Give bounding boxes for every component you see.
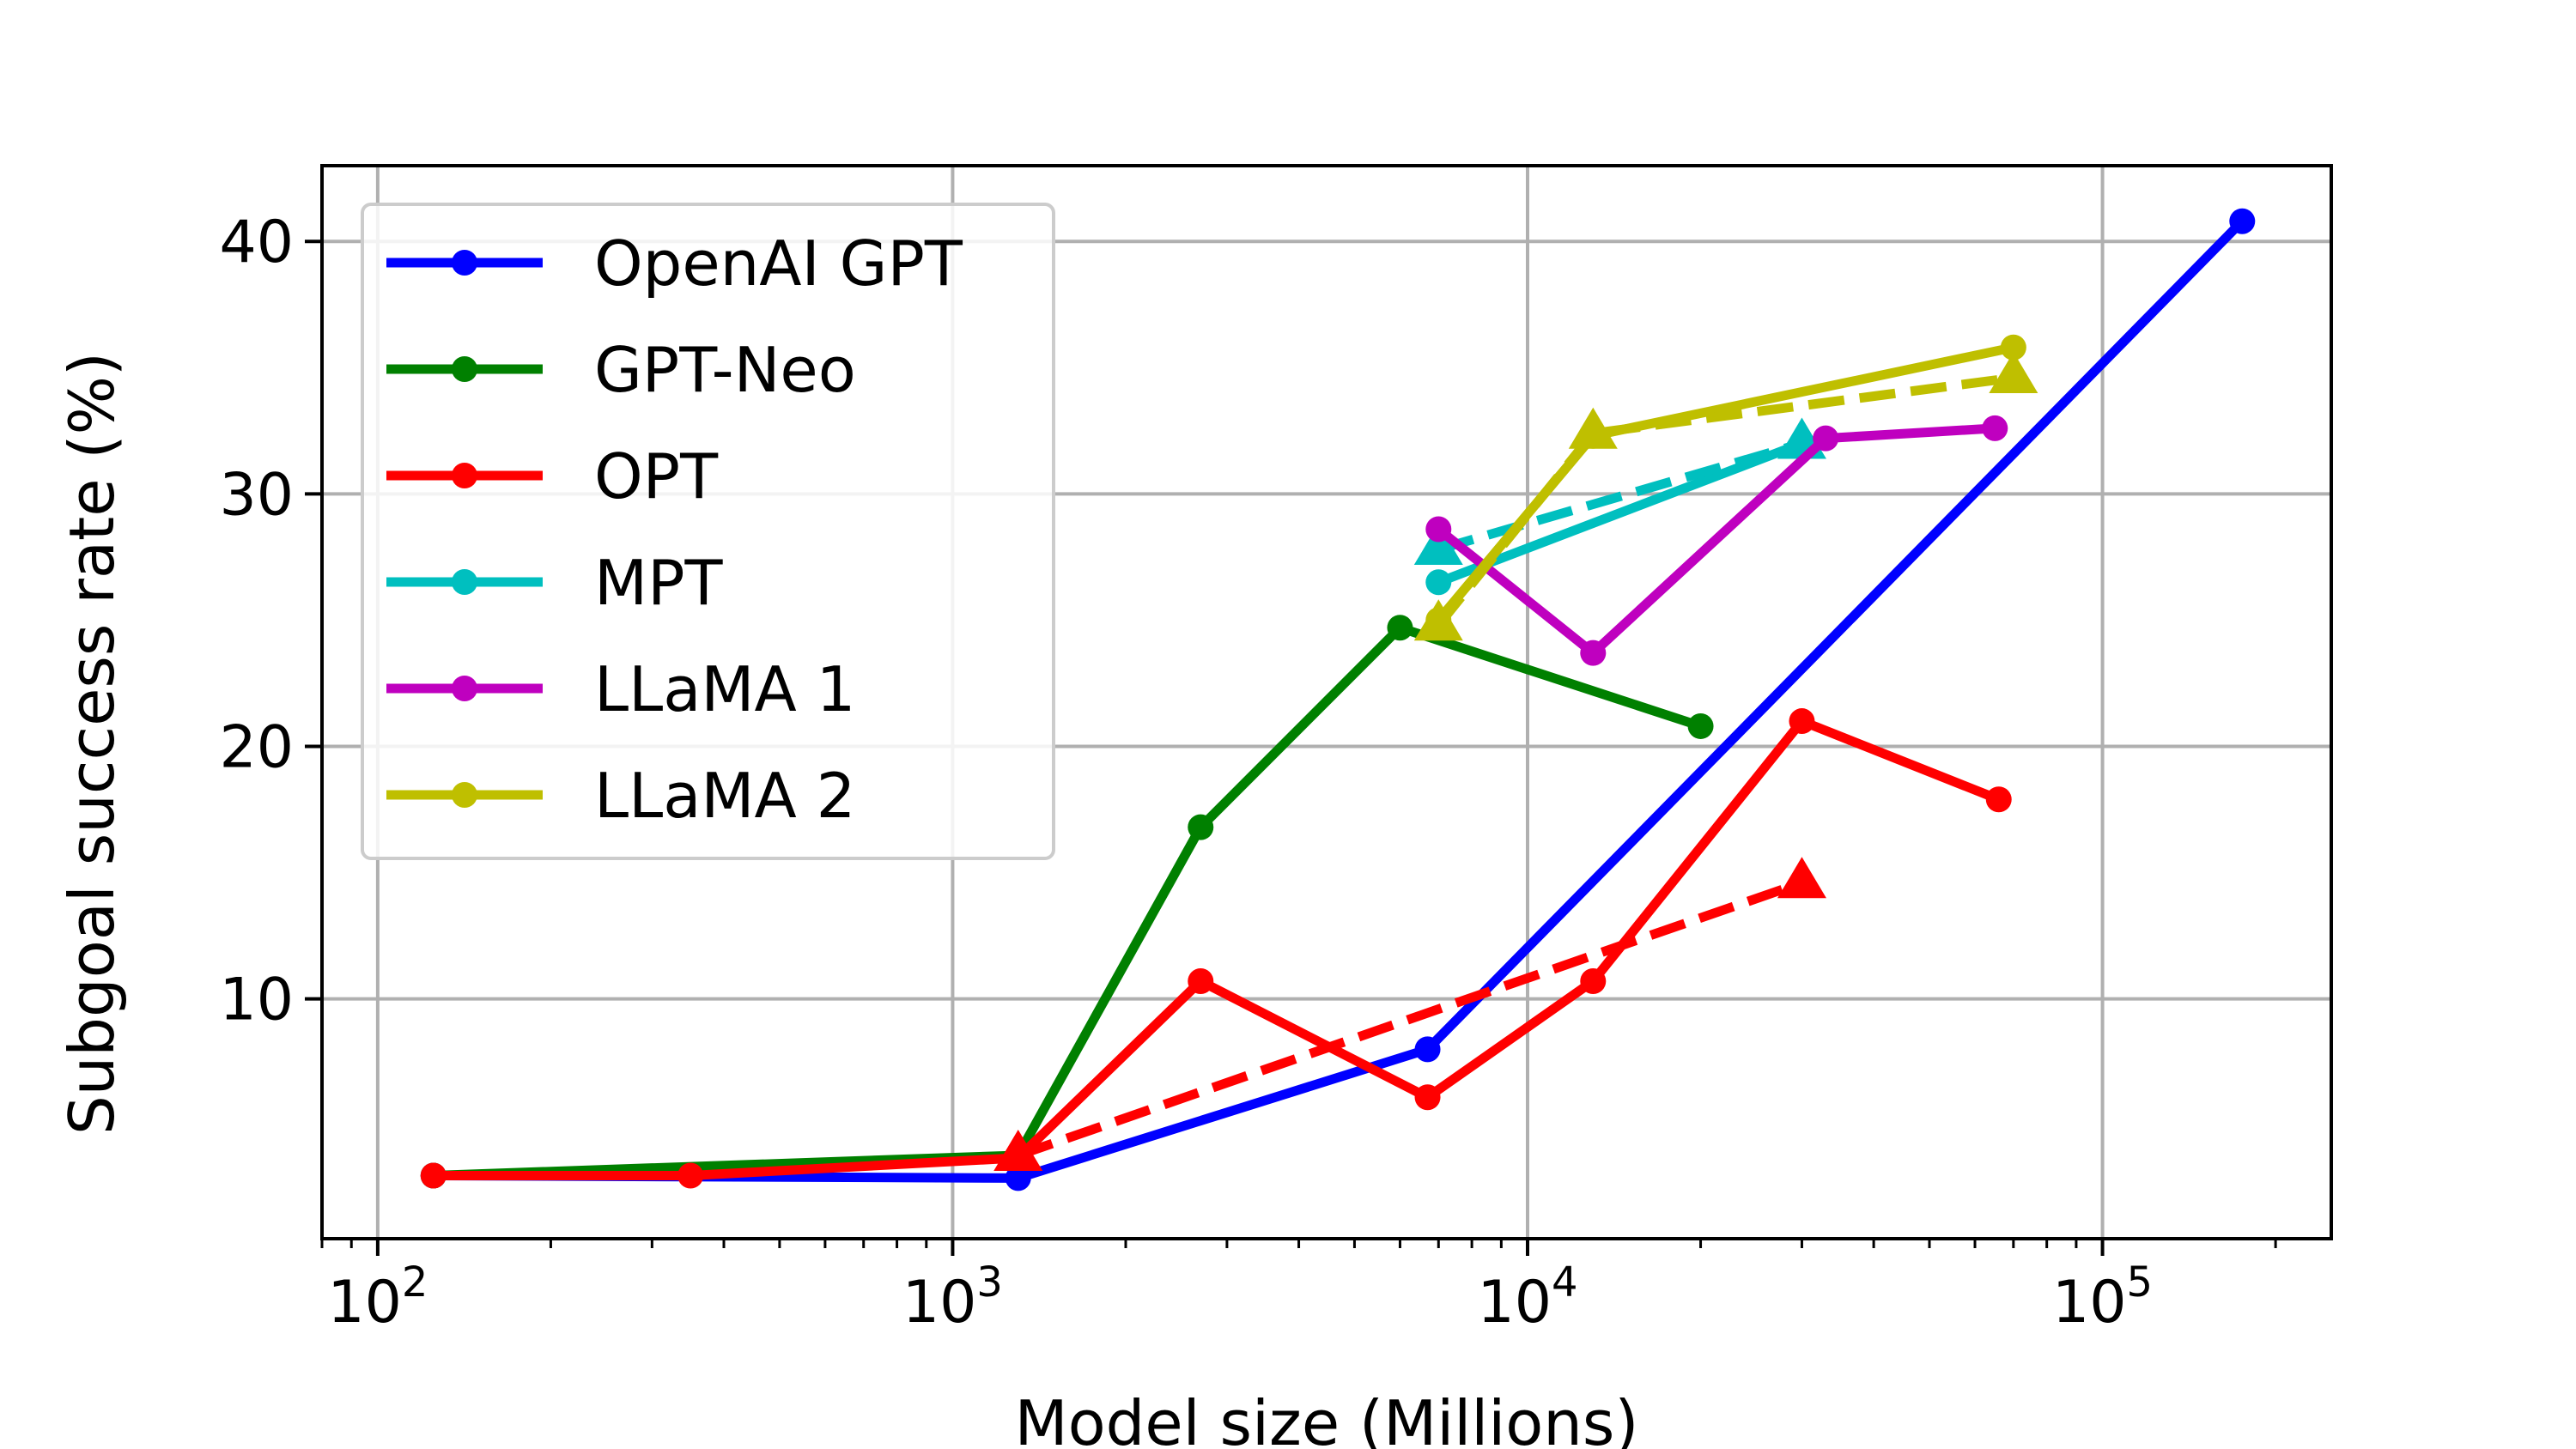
legend-swatch-marker <box>452 676 477 701</box>
data-point <box>1580 640 1607 666</box>
series-line <box>1437 439 1804 587</box>
x-tick-label: 103 <box>902 1258 1003 1337</box>
y-tick-label: 40 <box>219 209 294 276</box>
legend-label: LLaMA 1 <box>594 653 855 725</box>
data-point <box>677 1162 704 1189</box>
data-point <box>1985 786 2012 813</box>
series-llama-2-dashed <box>1413 352 2038 641</box>
data-point-triangle <box>1989 352 2038 394</box>
x-tick-label-exponent: 2 <box>402 1258 428 1307</box>
legend-item: MPT <box>386 547 724 619</box>
data-point <box>2229 208 2256 234</box>
data-point <box>1188 968 1214 994</box>
x-tick-label: 102 <box>327 1258 428 1337</box>
x-tick-label: 105 <box>2052 1258 2153 1337</box>
legend-swatch-marker <box>452 356 477 382</box>
series-opt-dashed <box>993 857 1826 1171</box>
legend-label: GPT-Neo <box>594 334 856 406</box>
legend-item: OpenAI GPT <box>386 227 963 300</box>
legend-swatch-marker <box>452 569 477 595</box>
data-point-triangle <box>993 1129 1043 1171</box>
legend-label: LLaMA 2 <box>594 760 855 832</box>
data-point <box>1414 1084 1441 1111</box>
legend-label: OpenAI GPT <box>594 227 963 300</box>
x-tick-label-exponent: 5 <box>2127 1258 2154 1307</box>
y-axis-label: Subgoal success rate (%) <box>56 352 128 1135</box>
y-tick-label: 20 <box>219 713 294 781</box>
data-point <box>1414 1036 1441 1063</box>
data-point <box>2000 334 2026 361</box>
legend-item: LLaMA 2 <box>386 760 855 832</box>
legend-label: MPT <box>594 547 724 619</box>
y-tick-label: 30 <box>219 461 294 529</box>
series-line <box>1435 423 1996 658</box>
plot-frame <box>320 164 2333 1240</box>
data-point-triangle <box>1777 857 1826 899</box>
data-point <box>1982 415 2008 441</box>
data-point-triangle <box>1413 599 1463 641</box>
legend-swatch-marker <box>452 463 477 488</box>
legend-swatch-marker <box>452 250 477 276</box>
x-tick-label-exponent: 3 <box>976 1258 1003 1307</box>
legend: OpenAI GPT GPT-Neo OPT MPT LLaMA 1 LLaMA 2 <box>361 203 1055 860</box>
data-point <box>1789 708 1815 735</box>
series-layer <box>420 208 2256 1191</box>
legend-item: OPT <box>386 440 719 512</box>
data-point <box>1387 615 1413 641</box>
legend-item: GPT-Neo <box>386 334 856 406</box>
axis-ticks <box>305 239 2277 1256</box>
series-line <box>1435 373 2014 628</box>
legend-item: LLaMA 1 <box>386 653 855 725</box>
data-point <box>420 1162 447 1189</box>
x-tick-label: 104 <box>1477 1258 1577 1337</box>
legend-swatch-marker <box>452 782 477 808</box>
series-line <box>433 716 2001 1180</box>
data-point <box>1188 814 1214 840</box>
x-tick-label-base: 10 <box>1477 1269 1552 1337</box>
x-tick-label-base: 10 <box>2052 1269 2127 1337</box>
data-point <box>1005 1165 1031 1191</box>
legend-label: OPT <box>594 440 719 512</box>
series-line <box>1437 439 1804 555</box>
data-point-triangle <box>1568 407 1618 449</box>
series-line <box>1016 878 1804 1161</box>
series-llama-1 <box>1425 415 2008 666</box>
data-point <box>1687 712 1714 739</box>
data-point <box>1425 569 1452 596</box>
x-tick-label-exponent: 4 <box>1552 1258 1578 1307</box>
x-tick-label-base: 10 <box>902 1269 977 1337</box>
data-point <box>1813 425 1839 452</box>
y-tick-label: 10 <box>219 967 294 1034</box>
data-point <box>1425 516 1452 543</box>
data-point-triangle <box>1413 524 1463 566</box>
x-tick-label-base: 10 <box>327 1269 402 1337</box>
data-point <box>1580 968 1607 994</box>
x-axis-label: Model size (Millions) <box>1014 1387 1638 1449</box>
